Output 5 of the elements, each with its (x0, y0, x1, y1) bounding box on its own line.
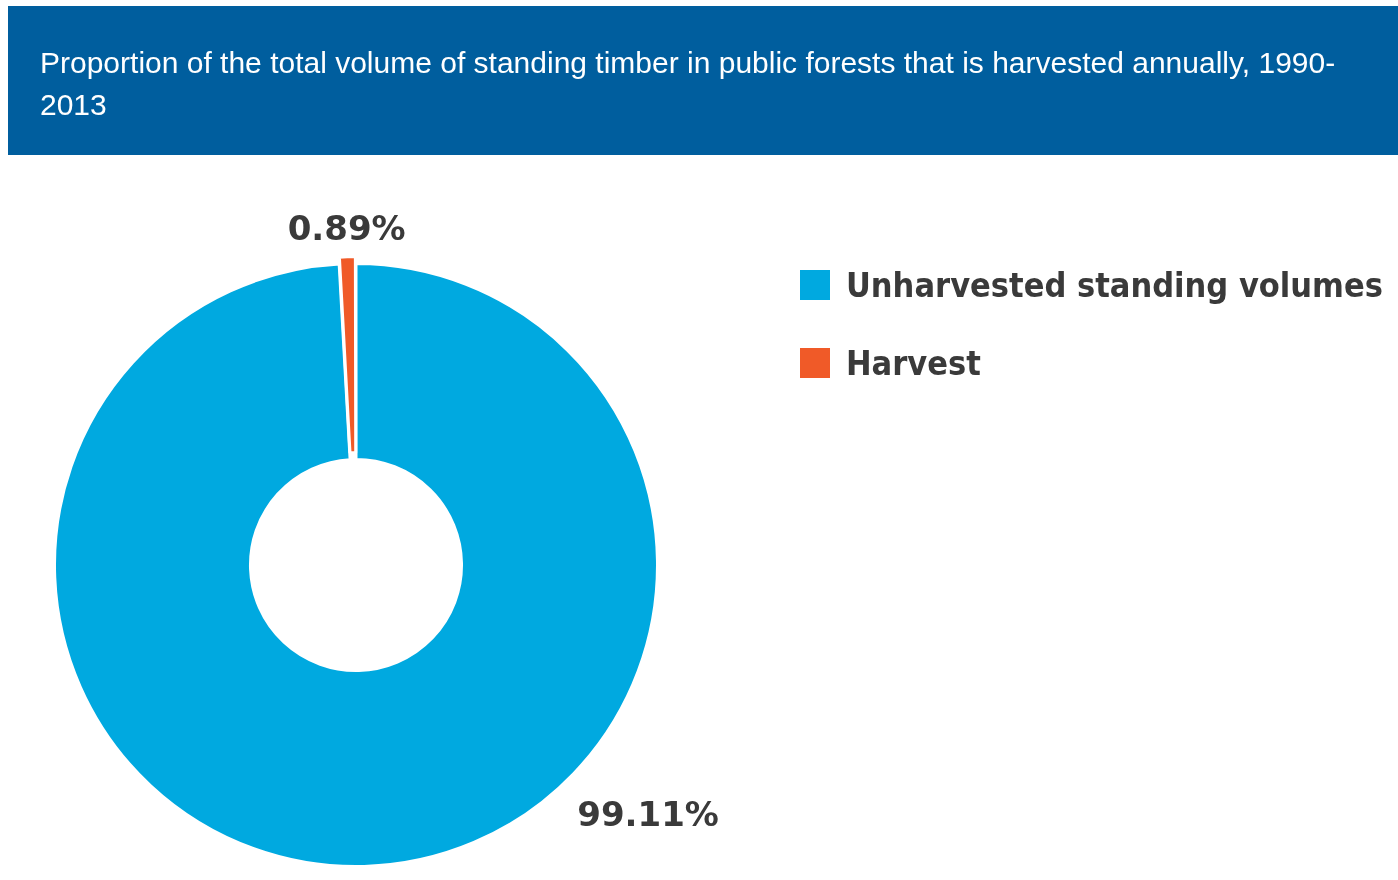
data-label: 0.89% (287, 208, 406, 249)
legend-label: Harvest (846, 343, 981, 383)
legend-label: Unharvested standing volumes (846, 265, 1383, 305)
data-label: 99.11% (577, 793, 719, 834)
chart-title: Proportion of the total volume of standing timber in public forests that is harvested annually, 1990-2013 (40, 45, 1337, 123)
